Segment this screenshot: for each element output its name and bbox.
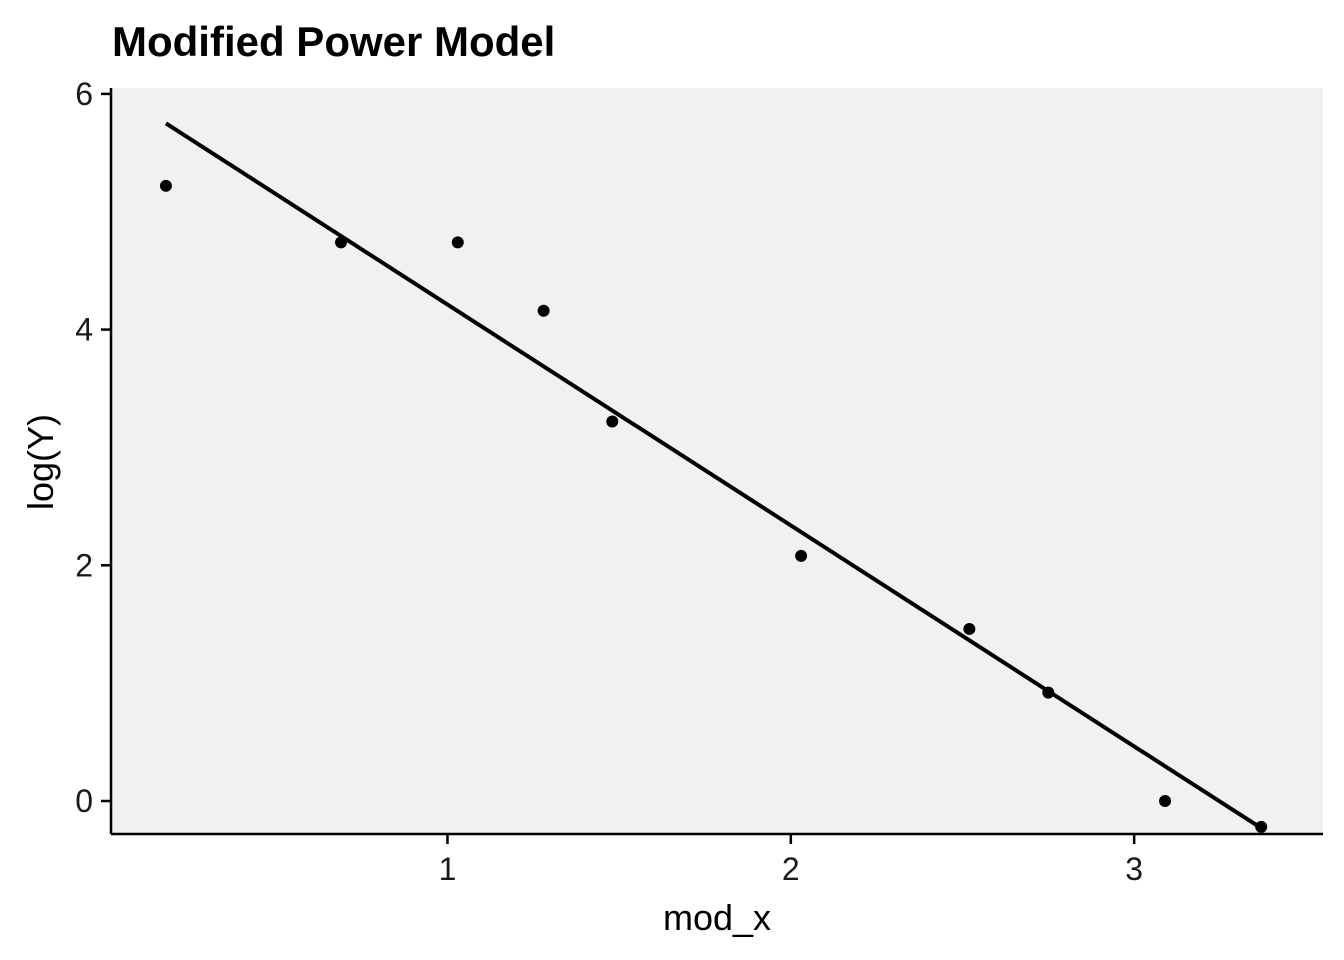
chart-title: Modified Power Model	[112, 18, 555, 65]
x-tick-label: 2	[782, 851, 800, 887]
data-point	[606, 415, 619, 428]
fit-line	[164, 121, 1263, 830]
data-point	[159, 179, 172, 192]
data-point	[335, 236, 348, 249]
x-tick-label: 1	[439, 851, 457, 887]
data-point	[451, 236, 464, 249]
data-point	[1255, 820, 1268, 833]
data-point	[537, 304, 550, 317]
y-tick-label: 4	[75, 312, 93, 348]
y-axis-ticks: 0 2 4 6	[75, 76, 111, 819]
x-tick-label: 3	[1125, 851, 1143, 887]
x-axis-ticks: 1 2 3	[439, 834, 1143, 887]
y-axis-label: log(Y)	[20, 414, 61, 510]
plot-panel	[111, 88, 1323, 834]
y-tick-label: 2	[75, 547, 93, 583]
data-point	[963, 622, 976, 635]
data-points	[159, 179, 1268, 833]
y-tick-label: 0	[75, 783, 93, 819]
data-point	[795, 549, 808, 562]
data-point	[1042, 686, 1055, 699]
x-axis-label: mod_x	[663, 897, 771, 938]
data-point	[1159, 795, 1172, 808]
y-tick-label: 6	[75, 76, 93, 112]
